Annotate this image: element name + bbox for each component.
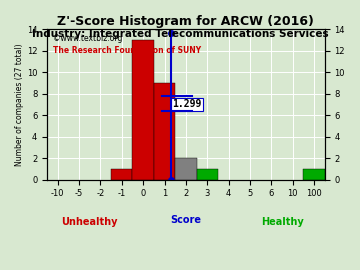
Text: Unhealthy: Unhealthy <box>62 217 118 227</box>
Bar <box>111 169 132 180</box>
Bar <box>197 169 218 180</box>
Title: Z'-Score Histogram for ARCW (2016): Z'-Score Histogram for ARCW (2016) <box>58 15 314 28</box>
Y-axis label: Number of companies (27 total): Number of companies (27 total) <box>15 43 24 166</box>
Bar <box>303 169 325 180</box>
Text: ©www.textbiz.org: ©www.textbiz.org <box>53 34 122 43</box>
Text: 1.299: 1.299 <box>172 99 201 109</box>
Bar <box>154 83 175 180</box>
Bar <box>132 40 154 180</box>
X-axis label: Score: Score <box>170 215 201 225</box>
Text: Healthy: Healthy <box>261 217 303 227</box>
Text: The Research Foundation of SUNY: The Research Foundation of SUNY <box>53 46 201 55</box>
Bar <box>175 158 197 180</box>
Text: Industry: Integrated Telecommunications Services: Industry: Integrated Telecommunications … <box>32 29 328 39</box>
